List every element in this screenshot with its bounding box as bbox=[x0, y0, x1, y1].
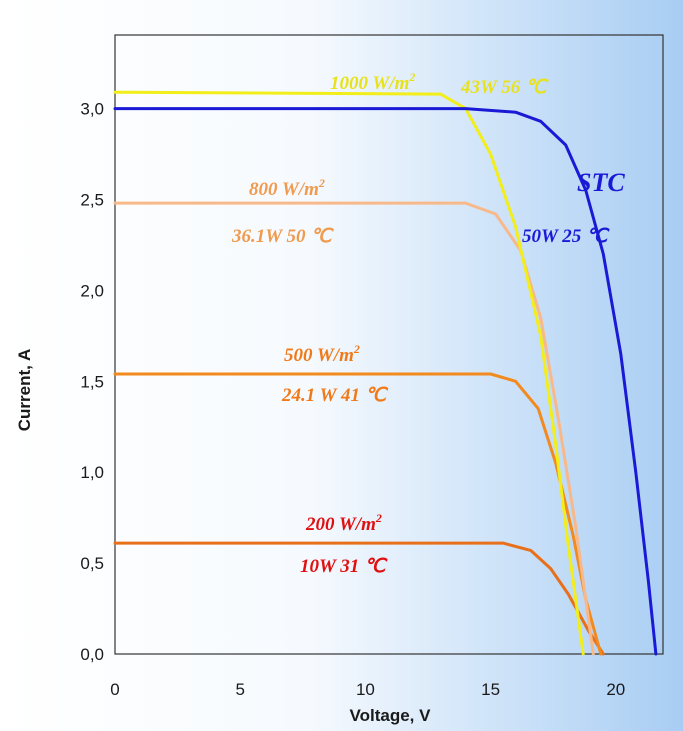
label-500-params: 24.1 W 41 ℃ bbox=[281, 385, 389, 406]
iv-curves bbox=[113, 90, 658, 656]
y-tick-label: 0,0 bbox=[80, 645, 104, 664]
label-200-params: 10W 31 ℃ bbox=[300, 556, 388, 577]
label-stc-name: STC bbox=[577, 168, 625, 197]
y-tick-label: 1,0 bbox=[80, 463, 104, 482]
x-axis-ticks: 0 5 10 15 20 bbox=[110, 680, 625, 699]
plot-area bbox=[114, 34, 664, 655]
x-axis-title: Voltage, V bbox=[350, 706, 432, 725]
y-tick-label: 0,5 bbox=[80, 554, 104, 573]
label-500-irradiance: 500 W/m2 bbox=[284, 342, 360, 366]
x-tick-label: 10 bbox=[356, 680, 375, 699]
x-tick-label: 15 bbox=[481, 680, 500, 699]
series-line-irr200 bbox=[113, 541, 605, 656]
y-axis-ticks: 0,0 0,5 1,0 1,5 2,0 2,5 3,0 bbox=[80, 100, 104, 664]
y-tick-label: 2,0 bbox=[80, 281, 104, 300]
series-line-irr1000 bbox=[113, 90, 585, 656]
series-line-irr800 bbox=[113, 201, 595, 656]
x-tick-label: 20 bbox=[606, 680, 625, 699]
y-tick-label: 3,0 bbox=[80, 100, 104, 119]
label-1000-irradiance: 1000 W/m2 bbox=[330, 70, 415, 94]
y-tick-label: 1,5 bbox=[80, 372, 104, 391]
y-axis-title: Current, A bbox=[15, 349, 34, 432]
label-stc-params: 50W 25 ℃ bbox=[522, 226, 610, 247]
label-1000-params: 43W 56 ℃ bbox=[460, 77, 549, 98]
label-200-irradiance: 200 W/m2 bbox=[305, 511, 382, 535]
label-800-irradiance: 800 W/m2 bbox=[249, 176, 325, 200]
series-line-stc bbox=[113, 107, 658, 656]
x-tick-label: 5 bbox=[235, 680, 244, 699]
y-tick-label: 2,5 bbox=[80, 191, 104, 210]
label-800-params: 36.1W 50 ℃ bbox=[231, 226, 334, 247]
x-tick-label: 0 bbox=[110, 680, 119, 699]
